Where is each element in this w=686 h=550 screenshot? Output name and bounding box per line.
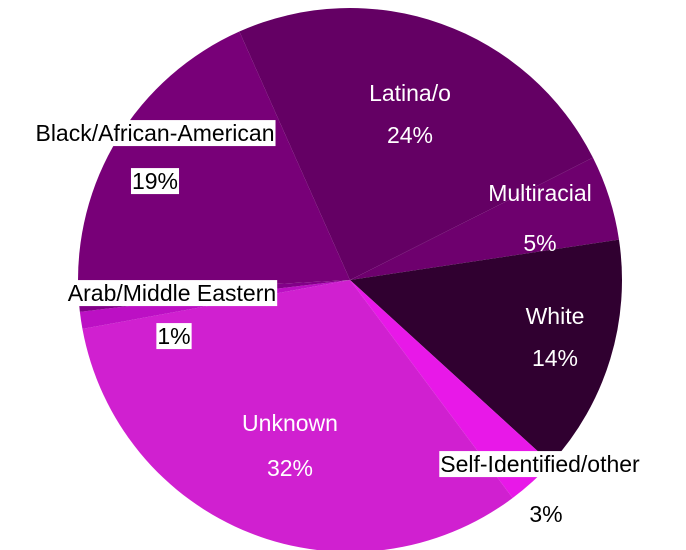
label-background bbox=[66, 280, 278, 307]
value-label: 3% bbox=[529, 501, 562, 527]
slice-label: Latina/o bbox=[369, 80, 451, 106]
pie-slice bbox=[78, 31, 350, 295]
pie-slice bbox=[350, 157, 619, 280]
slice-label: Black/African-American bbox=[35, 120, 274, 146]
value-label: 32% bbox=[267, 455, 313, 481]
value-label: 19% bbox=[132, 168, 178, 194]
label-background bbox=[528, 501, 564, 528]
labels: Latina/o 24% Multiracial 5% White 14% Self-Ide… bbox=[34, 80, 642, 528]
slice-label: Multiracial bbox=[488, 180, 592, 206]
label-background bbox=[156, 323, 192, 350]
slice-label: Self-Identified/other bbox=[440, 451, 640, 477]
slice-label: Unknown bbox=[242, 410, 338, 436]
label-background bbox=[34, 120, 276, 147]
label-background bbox=[439, 451, 642, 478]
pie-slice bbox=[350, 280, 551, 499]
pie-slice bbox=[350, 239, 623, 464]
value-label: 5% bbox=[523, 230, 556, 256]
value-label: 24% bbox=[387, 122, 433, 148]
pie-slice bbox=[239, 7, 593, 280]
slice-label: Arab/Middle Eastern bbox=[68, 280, 276, 306]
value-label: 1% bbox=[157, 323, 190, 349]
label-background bbox=[130, 168, 180, 195]
value-label: 14% bbox=[532, 345, 578, 371]
slice-label: White bbox=[526, 303, 585, 329]
